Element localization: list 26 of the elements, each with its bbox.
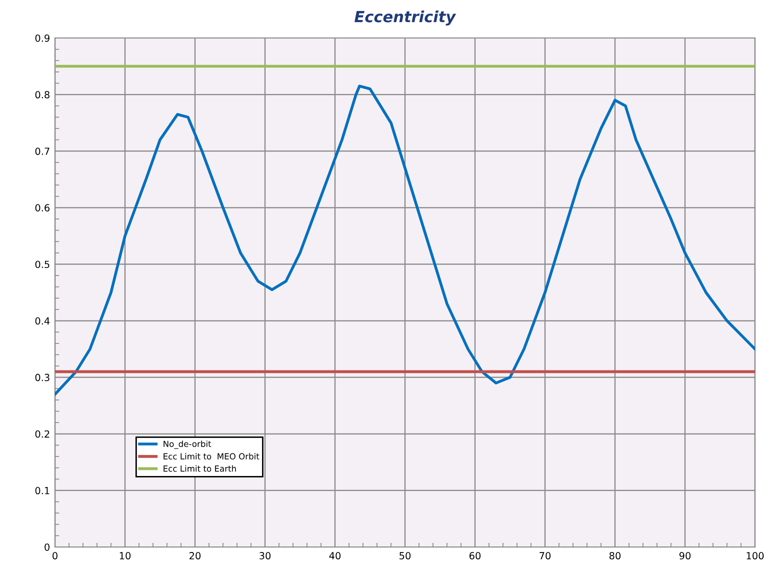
x-tick-label: 40 <box>329 552 341 560</box>
x-tick-label: 60 <box>469 552 481 560</box>
chart-title: Eccentricity <box>354 10 456 26</box>
line-series <box>55 84 755 396</box>
x-tick-label: 70 <box>540 552 551 560</box>
x-tick-label: 0 <box>52 552 58 560</box>
x-tick-label: 30 <box>260 552 271 560</box>
y-tick-label: 0.9 <box>35 34 50 42</box>
y-tick-label: 0.2 <box>35 430 50 438</box>
y-tick-label: 0 <box>44 543 50 551</box>
y-tick-label: 0.5 <box>35 260 50 268</box>
x-tick-label: 10 <box>120 552 131 560</box>
x-tick-label: 20 <box>190 552 201 560</box>
legend-label: Ecc Limit to Earth <box>164 465 236 472</box>
legend-label: Ecc Limit to MEO Orbit <box>164 453 260 460</box>
x-tick-label: 80 <box>609 552 621 560</box>
y-tick-label: 0.7 <box>35 148 50 155</box>
y-tick-label: 0.3 <box>35 374 50 382</box>
y-tick-label: 0.6 <box>35 204 50 212</box>
y-tick-label: 0.4 <box>35 317 50 325</box>
x-tick-label: 90 <box>679 552 691 560</box>
x-tick-label: 50 <box>400 552 411 560</box>
x-tick-label: 100 <box>746 552 764 560</box>
legend-label: No_de-orbit <box>164 440 212 449</box>
y-tick-label: 0.1 <box>35 486 50 494</box>
y-tick-label: 0.8 <box>35 91 50 98</box>
